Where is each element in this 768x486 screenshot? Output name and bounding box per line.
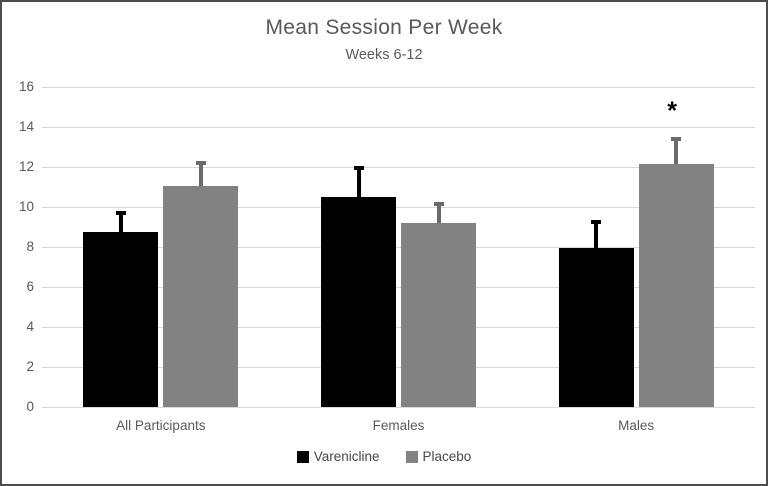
chart-title: Mean Session Per Week <box>265 16 503 39</box>
legend-item-varenicline: Varenicline <box>296 449 380 464</box>
error-bar-stem <box>356 167 361 205</box>
gridline <box>42 247 755 248</box>
category-label: Females <box>372 418 425 433</box>
error-bar-stem <box>436 203 441 231</box>
error-bar-stem <box>198 162 203 194</box>
bar-varenicline-2 <box>558 248 634 407</box>
gridline <box>42 127 755 128</box>
bar-varenicline-0 <box>83 232 159 407</box>
y-tick-label: 14 <box>18 119 34 134</box>
bar-placebo-2 <box>638 164 714 407</box>
y-tick-label: 4 <box>26 319 34 334</box>
y-tick-label: 8 <box>26 239 34 254</box>
error-bar-cap <box>115 211 126 215</box>
gridline <box>42 167 755 168</box>
error-bar-cap <box>195 161 206 165</box>
error-bar-stem <box>674 138 679 172</box>
legend-swatch-icon <box>405 450 418 463</box>
legend-label: Placebo <box>422 449 472 464</box>
significance-asterisk: * <box>667 97 678 125</box>
legend-item-placebo: Placebo <box>405 449 472 464</box>
error-bar-stem <box>594 221 599 256</box>
y-tick-label: 0 <box>26 399 34 414</box>
bar-placebo-1 <box>401 223 476 407</box>
bar-placebo-0 <box>163 186 239 407</box>
legend-label: Varenicline <box>313 449 380 464</box>
category-label: Males <box>618 418 655 433</box>
error-bar-cap <box>353 166 364 170</box>
legend-swatch-icon <box>296 450 309 463</box>
category-label: All Participants <box>116 418 206 433</box>
gridline <box>42 327 755 328</box>
gridline <box>42 287 755 288</box>
gridline <box>42 407 755 408</box>
y-tick-label: 12 <box>18 159 34 174</box>
y-tick-label: 16 <box>18 79 34 94</box>
legend: Varenicline Placebo <box>2 449 766 464</box>
gridline <box>42 367 755 368</box>
chart-subtitle: Weeks 6-12 <box>345 47 423 63</box>
y-tick-label: 2 <box>26 359 34 374</box>
gridline <box>42 87 755 88</box>
y-tick-label: 10 <box>18 199 34 214</box>
gridline <box>42 207 755 208</box>
bar-varenicline-1 <box>321 197 396 407</box>
error-bar-cap <box>433 202 444 206</box>
error-bar-stem <box>118 212 123 240</box>
error-bar-cap <box>671 137 682 141</box>
error-bar-cap <box>591 220 602 224</box>
y-tick-label: 6 <box>26 279 34 294</box>
